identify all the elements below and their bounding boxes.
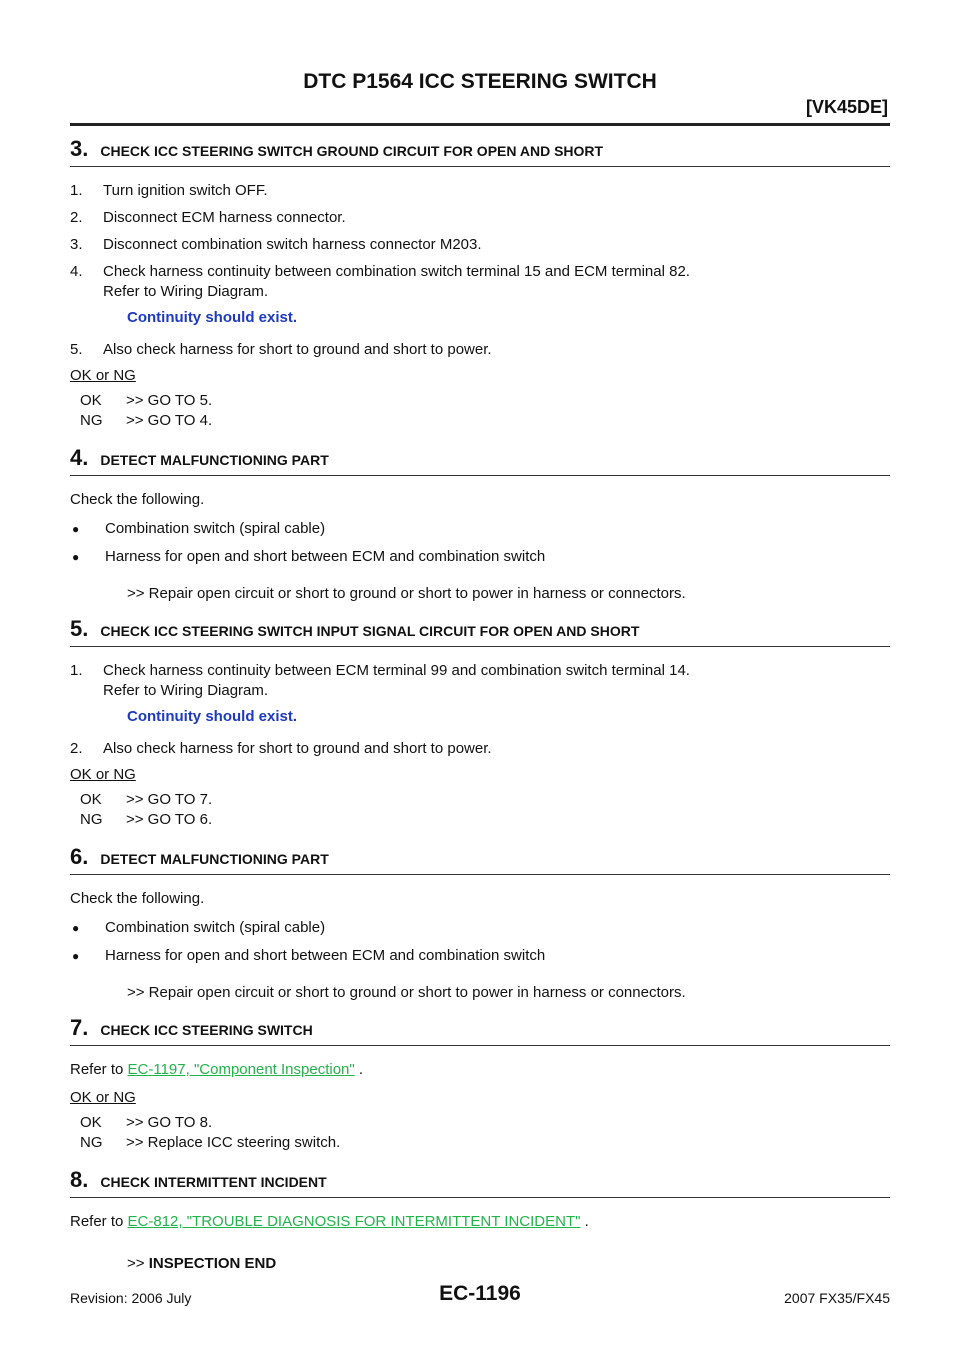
bullet-icon: ● — [72, 550, 80, 564]
step-number: 6. — [70, 844, 89, 869]
step-number: 4. — [70, 445, 89, 470]
page-content: 3. CHECK ICC STEERING SWITCH GROUND CIRC… — [70, 126, 890, 1286]
step-title: CHECK ICC STEERING SWITCH INPUT SIGNAL C… — [100, 623, 640, 639]
result-ok: OK >> GO TO 5. — [80, 392, 213, 409]
page-title: DTC P1564 ICC STEERING SWITCH — [303, 70, 657, 93]
step-number: 3. — [70, 136, 89, 161]
list-item: 5. Also check harness for short to ground… — [70, 341, 492, 358]
intro-text: Check the following. — [70, 491, 205, 508]
step-title: CHECK INTERMITTENT INCIDENT — [100, 1174, 327, 1190]
page-number: EC-1196 — [439, 1282, 521, 1305]
step-title: CHECK ICC STEERING SWITCH — [100, 1022, 313, 1038]
action-text: >> Repair open circuit or short to groun… — [127, 585, 686, 602]
step-6-heading: 6. DETECT MALFUNCTIONING PART — [70, 844, 890, 875]
bullet-item: ● Combination switch (spiral cable) — [72, 919, 326, 936]
bullet-icon: ● — [72, 522, 80, 536]
list-item: 4. Check harness continuity between combi… — [70, 263, 690, 300]
bullet-icon: ● — [72, 921, 80, 935]
list-item: 1. Turn ignition switch OFF. — [70, 182, 268, 199]
intro-text: Check the following. — [70, 890, 205, 907]
bullet-item: ● Harness for open and short between ECM … — [72, 947, 546, 964]
result-ng: NG >> GO TO 4. — [80, 412, 213, 429]
refer-line: Refer to EC-812, "TROUBLE DIAGNOSIS FOR … — [70, 1213, 589, 1230]
list-item: 3. Disconnect combination switch harness … — [70, 236, 482, 253]
step-3-heading: 3. CHECK ICC STEERING SWITCH GROUND CIRC… — [70, 136, 890, 167]
ok-or-ng-label: OK or NG — [70, 766, 136, 783]
spec-value: Continuity should exist. — [127, 708, 298, 725]
step-number: 8. — [70, 1167, 89, 1192]
spec-value: Continuity should exist. — [127, 309, 298, 326]
bullet-item: ● Combination switch (spiral cable) — [72, 520, 326, 537]
step-7-heading: 7. CHECK ICC STEERING SWITCH — [70, 1015, 890, 1046]
ok-or-ng-label: OK or NG — [70, 1089, 136, 1106]
bullet-icon: ● — [72, 949, 80, 963]
list-item: 2. Also check harness for short to ground… — [70, 740, 492, 757]
list-item: 2. Disconnect ECM harness connector. — [70, 209, 346, 226]
result-ng: NG >> GO TO 6. — [80, 811, 213, 828]
list-item: 1. Check harness continuity between ECM t… — [70, 662, 690, 699]
engine-code: [VK45DE] — [805, 97, 888, 117]
step-number: 5. — [70, 616, 89, 641]
result-block: OK >> GO TO 7. NG >> GO TO 6. — [70, 790, 890, 830]
result-block: OK >> GO TO 5. NG >> GO TO 4. — [70, 391, 890, 431]
intermittent-incident-link[interactable]: EC-812, "TROUBLE DIAGNOSIS FOR INTERMITT… — [127, 1213, 581, 1230]
step-number: 7. — [70, 1015, 89, 1040]
header-rule — [70, 123, 890, 126]
step-8-heading: 8. CHECK INTERMITTENT INCIDENT — [70, 1167, 890, 1198]
step-title: DETECT MALFUNCTIONING PART — [100, 851, 329, 867]
step-5-heading: 5. CHECK ICC STEERING SWITCH INPUT SIGNA… — [70, 616, 890, 647]
result-ng: NG >> Replace ICC steering switch. — [80, 1134, 341, 1151]
component-inspection-link[interactable]: EC-1197, "Component Inspection" — [127, 1061, 355, 1078]
refer-line: Refer to EC-1197, "Component Inspection"… — [70, 1061, 364, 1078]
result-ok: OK >> GO TO 8. — [80, 1114, 213, 1131]
action-text: >> INSPECTION END — [127, 1255, 277, 1272]
revision-date: Revision: 2006 July — [70, 1290, 192, 1306]
result-ok: OK >> GO TO 7. — [80, 791, 213, 808]
step-title: CHECK ICC STEERING SWITCH GROUND CIRCUIT… — [100, 143, 604, 159]
step-4-heading: 4. DETECT MALFUNCTIONING PART — [70, 445, 890, 476]
result-block: OK >> GO TO 8. NG >> Replace ICC steering … — [70, 1113, 890, 1153]
model-name: 2007 FX35/FX45 — [784, 1290, 890, 1306]
action-text: >> Repair open circuit or short to groun… — [127, 984, 686, 1001]
step-title: DETECT MALFUNCTIONING PART — [100, 452, 329, 468]
ok-or-ng-label: OK or NG — [70, 367, 136, 384]
bullet-item: ● Harness for open and short between ECM … — [72, 548, 546, 565]
